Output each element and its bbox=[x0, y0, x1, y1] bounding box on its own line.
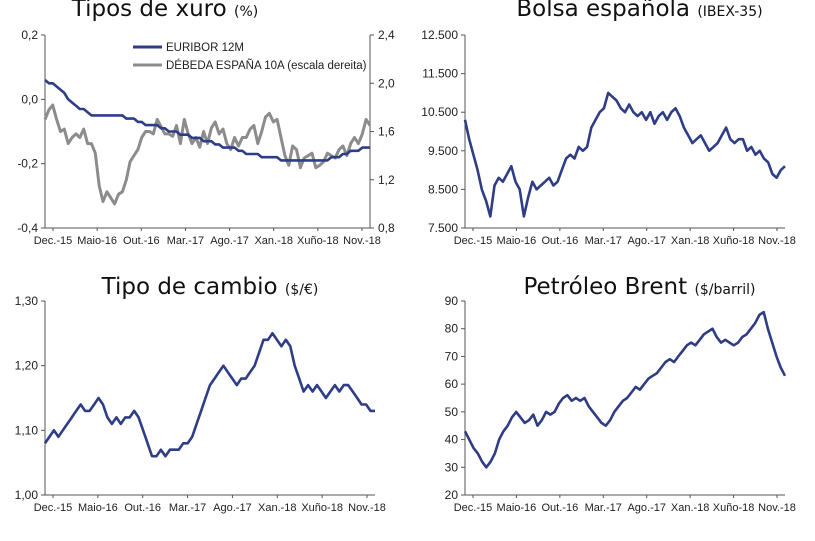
legend-label: DÉBEDA ESPAÑA 10A (escala dereita) bbox=[166, 59, 367, 72]
y-tick-label: 9.500 bbox=[428, 144, 458, 158]
series-line bbox=[43, 103, 372, 206]
y-tick-label: 60 bbox=[445, 377, 459, 391]
y-right-tick-label: 2,0 bbox=[378, 76, 395, 90]
y-right-tick-label: 1,6 bbox=[378, 125, 395, 139]
y-tick-label: 1,10 bbox=[15, 423, 39, 437]
chart-ibex-plot: 12.500 11.500 10.500 9.500 8.500 7.500Dec.-15… bbox=[421, 28, 796, 247]
y-right-tick-label: 2,4 bbox=[378, 28, 395, 42]
y-tick-label: 20 bbox=[445, 488, 459, 502]
x-tick-label: Xuño-18 bbox=[713, 502, 755, 514]
x-tick-label: Xuño-18 bbox=[297, 235, 339, 247]
x-tick-label: Maio-16 bbox=[497, 235, 537, 247]
series-line bbox=[463, 310, 787, 469]
chart-title-unit: (%) bbox=[234, 4, 259, 20]
y-tick-label: 1,00 bbox=[15, 488, 39, 502]
x-tick-label: Mar.-17 bbox=[585, 502, 622, 514]
chart-title-text: Tipos de xuro bbox=[71, 0, 227, 22]
x-tick-label: Ago.-17 bbox=[627, 235, 666, 247]
chart-title-unit: ($/barril) bbox=[694, 282, 756, 298]
y-tick-label: 70 bbox=[445, 349, 459, 363]
x-tick-label: Maio-16 bbox=[78, 502, 118, 514]
y-right-tick-label: 1,2 bbox=[378, 173, 395, 187]
x-tick-label: Ago.-17 bbox=[213, 502, 252, 514]
chart-title: Tipo de cambio ($/€) bbox=[40, 274, 380, 300]
x-tick-label: Mar.-17 bbox=[585, 235, 622, 247]
chart-title: Bolsa española (IBEX-35) bbox=[467, 0, 812, 22]
y-tick-label: 50 bbox=[445, 405, 459, 419]
x-tick-label: Xan.-18 bbox=[671, 502, 710, 514]
x-tick-label: Out.-16 bbox=[124, 502, 161, 514]
x-tick-label: Xan.-18 bbox=[254, 235, 293, 247]
chart-title-unit: (IBEX-35) bbox=[697, 4, 763, 20]
y-tick-label: 7.500 bbox=[428, 221, 458, 235]
chart-title-text: Tipo de cambio bbox=[101, 274, 278, 300]
chart-title: Tipos de xuro (%) bbox=[0, 0, 330, 22]
x-tick-label: Xuño-18 bbox=[301, 502, 343, 514]
y-tick-label: 12.500 bbox=[421, 28, 458, 42]
x-tick-label: Ago.-17 bbox=[210, 235, 249, 247]
y-tick-label: 1,20 bbox=[15, 359, 39, 373]
x-tick-label: Xan.-18 bbox=[671, 235, 710, 247]
x-tick-label: Nov.-18 bbox=[348, 502, 386, 514]
y-tick-label: 40 bbox=[445, 433, 459, 447]
x-tick-label: Ago.-17 bbox=[627, 502, 666, 514]
y-tick-label: -0,2 bbox=[17, 157, 38, 171]
x-tick-label: Dec.-15 bbox=[34, 235, 73, 247]
chart-ibex: Bolsa española (IBEX-35) 12.500 11.500 10.… bbox=[407, 0, 815, 270]
x-tick-label: Dec.-15 bbox=[34, 502, 73, 514]
series-line bbox=[44, 79, 370, 162]
chart-title-unit: ($/€) bbox=[284, 282, 319, 298]
x-tick-label: Nov.-18 bbox=[343, 235, 381, 247]
y-tick-label: -0,4 bbox=[17, 221, 38, 235]
x-tick-label: Out.-16 bbox=[542, 502, 579, 514]
y-tick-label: 10.500 bbox=[421, 105, 458, 119]
y-tick-label: 0,0 bbox=[21, 92, 38, 106]
x-tick-label: Mar.-17 bbox=[167, 235, 204, 247]
y-tick-label: 11.500 bbox=[422, 67, 458, 81]
x-tick-label: Out.-16 bbox=[542, 235, 579, 247]
y-tick-label: 80 bbox=[445, 322, 459, 336]
legend-label: EURIBOR 12M bbox=[166, 42, 244, 54]
series-line bbox=[43, 331, 375, 458]
chart-rates-plot: 0,2 0,0 -0,2 -0,4 2,4 2,0 1,6 1,2 0,8 Dec.-15 Maio… bbox=[17, 28, 395, 247]
x-tick-label: Dec.-15 bbox=[454, 502, 493, 514]
y-tick-label: 8.500 bbox=[428, 182, 458, 196]
y-tick-label: 90 bbox=[445, 294, 459, 308]
chart-interest-rates: Tipos de xuro (%) 0,2 0,0 -0,2 -0,4 2,4 2,0 1,… bbox=[0, 0, 407, 270]
x-tick-label: Nov.-18 bbox=[758, 235, 796, 247]
chart-exchange-rate: Tipo de cambio ($/€) 1,30 1,20 1,10 1,00 Dec… bbox=[0, 270, 407, 541]
x-tick-label: Xuño-18 bbox=[713, 235, 755, 247]
y-tick-label: 30 bbox=[445, 460, 459, 474]
x-tick-label: Dec.-15 bbox=[454, 235, 493, 247]
y-tick-label: 1,30 bbox=[15, 294, 39, 308]
chart-brent: Petróleo Brent ($/barril) 90 80 70 60 50 40 30… bbox=[407, 270, 815, 541]
x-tick-label: Mar.-17 bbox=[169, 502, 206, 514]
chart-title-text: Bolsa española bbox=[516, 0, 690, 22]
x-tick-label: Out.-16 bbox=[123, 235, 160, 247]
y-tick-label: 0,2 bbox=[21, 28, 38, 42]
y-right-tick-label: 0,8 bbox=[378, 221, 395, 235]
chart-title: Petróleo Brent ($/barril) bbox=[467, 274, 812, 300]
x-tick-label: Xan.-18 bbox=[258, 502, 297, 514]
x-tick-label: Nov.-18 bbox=[758, 502, 796, 514]
x-tick-label: Maio-16 bbox=[497, 502, 537, 514]
x-tick-label: Maio-16 bbox=[77, 235, 117, 247]
chart-title-text: Petróleo Brent bbox=[523, 274, 688, 300]
series-line bbox=[463, 91, 786, 218]
